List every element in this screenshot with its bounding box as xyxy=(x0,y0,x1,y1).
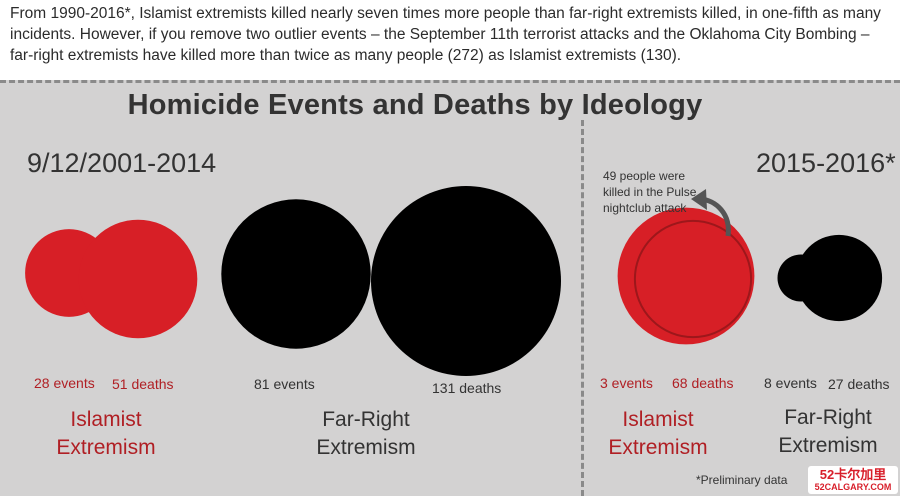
category-islamist-2001-line1: Islamist xyxy=(70,408,142,431)
label-farright-events-2001: 81 events xyxy=(254,376,315,392)
bubble-farright-deaths-2015 xyxy=(795,234,883,322)
category-islamist-2015-line2: Extremism xyxy=(608,436,708,459)
label-islamist-events-2001: 28 events xyxy=(34,375,95,391)
watermark-main: 52卡尔加里 xyxy=(819,467,887,482)
bubble-farright-deaths-2001 xyxy=(371,186,561,376)
category-islamist-2015: Islamist Extremism xyxy=(598,406,718,462)
top-dashed-divider xyxy=(0,80,900,83)
bubble-islamist-deaths-2015 xyxy=(617,207,755,345)
label-islamist-events-2015: 3 events xyxy=(600,375,653,391)
intro-paragraph: From 1990-2016*, Islamist extremists kil… xyxy=(10,5,881,64)
category-islamist-2001-line2: Extremism xyxy=(56,436,156,459)
category-farright-2001-line1: Far-Right xyxy=(322,408,410,431)
period-dashed-divider xyxy=(581,120,584,496)
category-farright-2001-line2: Extremism xyxy=(316,436,416,459)
period-label-2015-2016: 2015-2016* xyxy=(756,148,896,178)
category-farright-2015-line2: Extremism xyxy=(778,434,878,457)
period-label-2001-2014: 9/12/2001-2014 xyxy=(27,148,217,178)
site-watermark: 52卡尔加里 52CALGARY.COM xyxy=(808,466,898,494)
category-farright-2015-line1: Far-Right xyxy=(784,406,872,429)
watermark-sub: 52CALGARY.COM xyxy=(814,482,892,492)
annotation-arrowhead xyxy=(691,189,707,210)
category-islamist-2001: Islamist Extremism xyxy=(46,406,166,462)
label-farright-events-2015: 8 events xyxy=(764,375,817,391)
bubble-pulse-attack-subset xyxy=(633,219,753,339)
category-farright-2015: Far-Right Extremism xyxy=(766,404,890,460)
bubble-farright-events-2001 xyxy=(221,199,371,349)
label-farright-deaths-2001: 131 deaths xyxy=(432,380,502,396)
category-islamist-2015-line1: Islamist xyxy=(622,408,694,431)
chart-title: Homicide Events and Deaths by Ideology xyxy=(127,89,703,121)
pulse-annotation: 49 people were killed in the Pulse night… xyxy=(603,169,697,215)
label-islamist-deaths-2001: 51 deaths xyxy=(112,376,174,392)
category-farright-2001: Far-Right Extremism xyxy=(296,406,436,462)
label-islamist-deaths-2015: 68 deaths xyxy=(672,375,734,391)
footnote: *Preliminary data xyxy=(696,473,788,487)
label-farright-deaths-2015: 27 deaths xyxy=(828,376,890,392)
bubble-islamist-deaths-2001 xyxy=(78,219,198,339)
